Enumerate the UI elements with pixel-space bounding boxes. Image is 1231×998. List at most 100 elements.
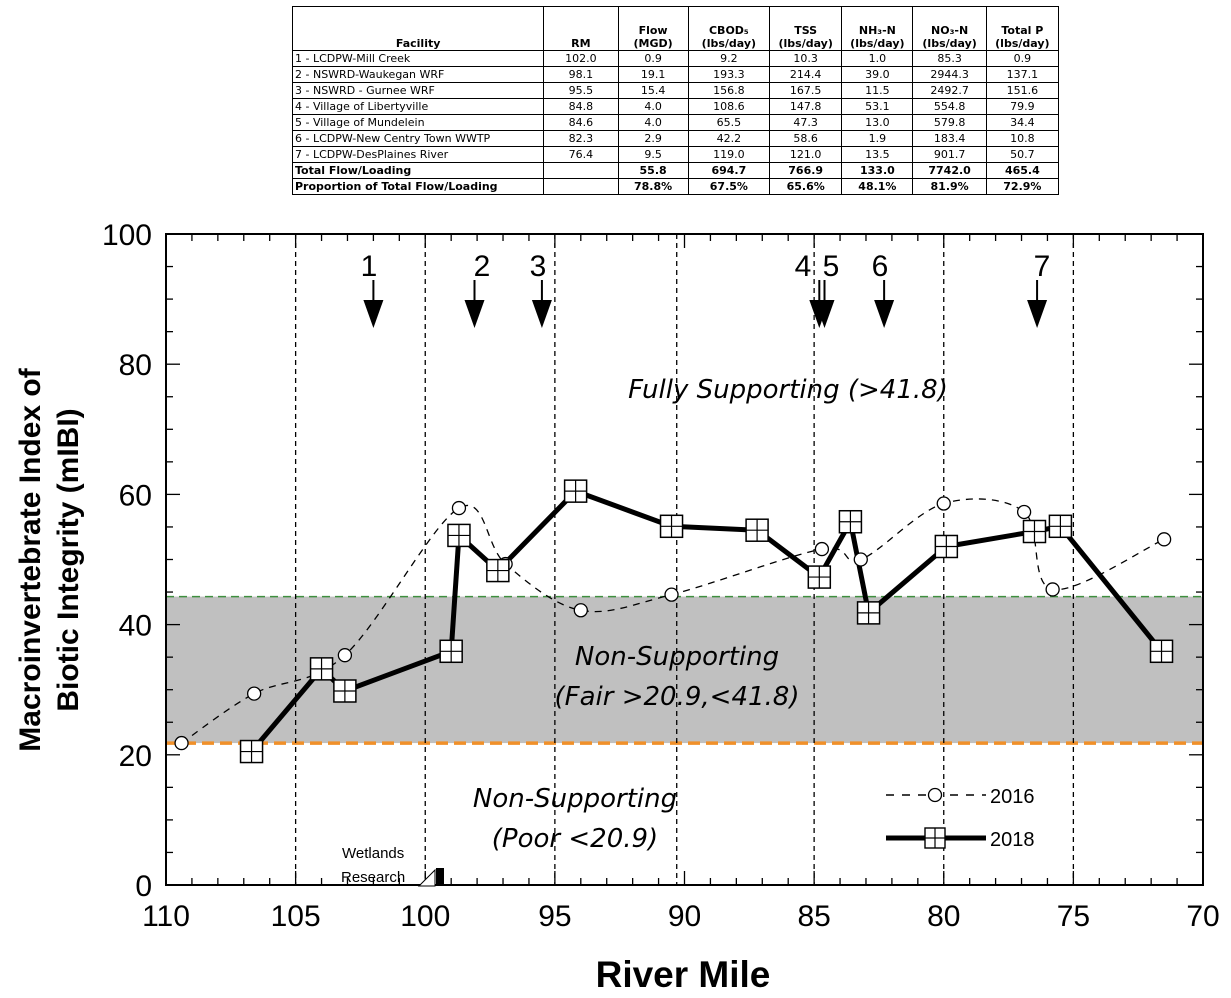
table-row: Total Flow/Loading 55.8 694.7 766.9 133.0 774… — [291, 162, 1060, 179]
point-2018 — [309, 657, 334, 681]
y-tick-label: 20 — [119, 740, 152, 773]
point-2018 — [333, 679, 357, 703]
annotation-poor-line2: (Poor <20.9) — [492, 824, 658, 854]
cell-no3n: 554.8 — [912, 98, 987, 115]
point-2018 — [563, 479, 588, 503]
facility-arrow-label: 7 — [1034, 250, 1051, 283]
non-supporting-fair-band — [166, 596, 1203, 744]
table-header-row: Facility RM Flow (MGD) CBOD₅ (lbs/day) TSS… — [291, 6, 1060, 51]
y-tick-label: 60 — [119, 479, 152, 512]
cell-no3n: 81.9% — [912, 178, 987, 195]
cell-flow: 78.8% — [617, 178, 689, 195]
cell-rm: 84.6 — [543, 114, 619, 131]
point-2018 — [486, 558, 510, 583]
legend: 2016 2018 — [886, 786, 1035, 851]
point-2016 — [664, 587, 679, 602]
point-2016 — [1156, 532, 1172, 547]
annotation-fair-line1: Non-Supporting — [575, 642, 779, 672]
point-2016 — [853, 552, 868, 567]
cell-cbod5: 9.2 — [687, 50, 771, 67]
cell-facility: 4 - Village of Libertyville — [291, 98, 545, 115]
point-2016 — [451, 500, 467, 516]
facility-arrow-label: 1 — [361, 250, 378, 283]
y-tick-label: 100 — [102, 219, 152, 252]
point-2018 — [807, 565, 832, 589]
point-2016 — [936, 496, 951, 511]
y-tick-label: 40 — [119, 610, 152, 643]
point-2016 — [174, 735, 189, 751]
wetlands-label-line2: Research — [341, 869, 405, 886]
point-2018 — [1048, 514, 1073, 539]
facility-arrow-label: 5 — [823, 250, 840, 283]
cell-no3n: 901.7 — [912, 146, 987, 163]
header-no3n: NO₃-N (lbs/day) — [912, 6, 987, 51]
point-2016 — [246, 686, 262, 701]
legend-2016-marker-icon — [927, 787, 943, 803]
x-tick-label: 100 — [400, 900, 450, 933]
facility-arrow-icon — [464, 300, 485, 328]
point-2018 — [934, 534, 959, 559]
point-2016 — [1016, 504, 1032, 520]
y-axis-title-line2: Biotic Integrity (mIBI) — [52, 408, 85, 711]
x-tick-label: 110 — [142, 900, 190, 933]
cell-total-p: 10.8 — [985, 130, 1060, 147]
cell-cbod5: 694.7 — [687, 162, 771, 179]
cell-total-p: 0.9 — [985, 50, 1060, 67]
series-2018-line — [249, 488, 1164, 754]
y-tick-label: 80 — [119, 349, 152, 382]
table-row: Proportion of Total Flow/Loading 78.8% 67.… — [291, 178, 1060, 195]
x-tick-label: 85 — [797, 900, 830, 933]
x-tick-label: 90 — [668, 900, 701, 933]
plot-frame — [165, 233, 1204, 886]
cell-facility: Proportion of Total Flow/Loading — [291, 178, 545, 195]
y-axis-title-line1: Macroinvertebrate Index of — [14, 367, 47, 751]
table-row: 6 - LCDPW-New Centry Town WWTP 82.3 2.9 42.… — [291, 130, 1060, 147]
y-tick-label: 0 — [135, 870, 152, 903]
legend-2018-marker-icon — [924, 827, 946, 849]
table-row: 1 - LCDPW-Mill Creek 102.0 0.9 9.2 10.3 1.0 85… — [291, 50, 1060, 67]
facility-arrow-icon — [874, 300, 895, 328]
header-cbod5: CBOD₅ (lbs/day) — [687, 6, 771, 51]
cell-nh3n: 48.1% — [841, 178, 914, 195]
facility-arrow-icon — [1027, 300, 1048, 328]
point-2016 — [573, 603, 588, 618]
cell-nh3n: 11.5 — [841, 82, 914, 99]
cell-flow: 55.8 — [617, 162, 689, 179]
cell-nh3n: 1.9 — [841, 130, 914, 147]
cell-cbod5: 193.3 — [687, 66, 771, 83]
cell-rm — [543, 178, 619, 195]
point-2018 — [239, 739, 264, 764]
legend-2018-label: 2018 — [990, 829, 1035, 851]
cell-tss: 214.4 — [769, 66, 843, 83]
point-2018 — [838, 509, 863, 534]
legend-2016-label: 2016 — [990, 786, 1035, 808]
cell-total-p: 72.9% — [985, 178, 1060, 195]
facility-arrow-label: 6 — [872, 250, 889, 283]
table-row: 5 - Village of Mundelein 84.6 4.0 65.5 47.3 1… — [291, 114, 1060, 131]
x-axis-title: River Mile — [596, 954, 771, 995]
wetlands-label-line1: Wetlands — [342, 845, 404, 862]
facility-loading-table: Facility RM Flow (MGD) CBOD₅ (lbs/day) TSS… — [291, 6, 1060, 195]
header-rm: RM — [543, 6, 619, 51]
table-row: 3 - NSWRD - Gurnee WRF 95.5 15.4 156.8 167.5… — [291, 82, 1060, 99]
cell-facility: 5 - Village of Mundelein — [291, 114, 545, 131]
point-2018 — [1022, 519, 1047, 544]
x-tick-label: 70 — [1186, 900, 1219, 933]
x-tick-label: 95 — [538, 900, 571, 933]
point-2016 — [1045, 582, 1060, 597]
point-2018 — [856, 601, 881, 625]
annotation-fair-line2: (Fair >20.9,<41.8) — [555, 682, 800, 712]
point-2018 — [659, 514, 684, 539]
facility-arrow-icon — [363, 300, 384, 328]
x-tick-label: 105 — [271, 900, 321, 933]
facility-arrow-label: 4 — [795, 250, 812, 283]
cell-total-p: 465.4 — [985, 162, 1060, 179]
x-tick-label: 75 — [1057, 900, 1090, 933]
header-total-p: Total P (lbs/day) — [985, 6, 1060, 51]
facility-arrow-icon — [814, 300, 835, 328]
x-tick-label: 80 — [927, 900, 960, 933]
annotation-poor-line1: Non-Supporting — [473, 784, 677, 814]
cell-tss: 65.6% — [769, 178, 843, 195]
header-nh3n: NH₃-N (lbs/day) — [841, 6, 914, 51]
table-row: 7 - LCDPW-DesPlaines River 76.4 9.5 119.0 12… — [291, 146, 1060, 163]
